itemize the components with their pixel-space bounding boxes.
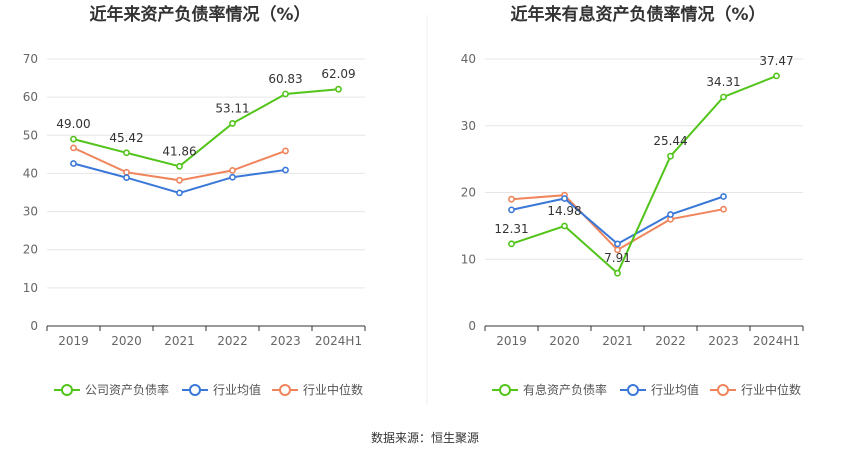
data-label: 45.42 <box>109 131 143 145</box>
chart-debt-ratio: 近年来资产负债率情况（%） 0 10 20 30 40 50 60 70 2019 2020 2021… <box>23 4 366 397</box>
data-point <box>229 166 236 174</box>
x-tick-label: 2020 <box>549 334 580 348</box>
legend-marker <box>717 384 729 396</box>
data-point <box>176 162 183 170</box>
data-label: 25.44 <box>653 134 687 148</box>
data-point <box>614 240 621 248</box>
data-point <box>720 193 727 200</box>
y-tick-label: 40 <box>461 52 476 66</box>
data-point <box>123 168 130 176</box>
data-point <box>70 135 77 143</box>
legend-label: 有息资产负债率 <box>523 382 607 397</box>
data-point <box>229 120 236 127</box>
data-point <box>508 195 515 203</box>
y-tick-label: 10 <box>23 281 38 295</box>
data-point <box>508 240 515 248</box>
y-tick-label: 10 <box>461 252 476 266</box>
data-label: 14.98 <box>547 204 581 218</box>
x-tick-label: 2019 <box>58 334 89 348</box>
x-tick-label: 2019 <box>496 334 527 348</box>
y-tick-label: 50 <box>23 128 38 142</box>
chart-title: 近年来资产负债率情况（%） <box>89 4 310 25</box>
legend-marker <box>279 384 291 396</box>
data-label: 34.31 <box>706 75 740 89</box>
y-tick-label: 60 <box>23 90 38 104</box>
data-point <box>282 147 289 155</box>
data-point <box>561 195 568 202</box>
data-point <box>773 72 780 80</box>
legend-marker <box>61 384 73 396</box>
legend-label: 行业中位数 <box>741 382 801 397</box>
x-tick-label: 2020 <box>111 334 142 348</box>
data-point <box>508 206 515 214</box>
data-point <box>70 144 77 152</box>
data-point <box>720 205 727 213</box>
x-tick-label: 2022 <box>655 334 686 348</box>
legend-label: 行业均值 <box>213 382 261 397</box>
legend-marker <box>499 384 511 396</box>
data-point <box>229 173 236 181</box>
data-label: 53.11 <box>215 101 249 115</box>
x-tick-label: 2024H1 <box>753 334 800 348</box>
legend-marker <box>627 384 639 396</box>
data-source: 数据来源：恒生聚源 <box>371 430 479 445</box>
data-point <box>123 174 130 182</box>
y-tick-label: 70 <box>23 52 38 66</box>
data-label: 49.00 <box>56 117 90 131</box>
x-tick-label: 2023 <box>270 334 301 348</box>
legend-label: 行业均值 <box>651 382 699 397</box>
chart-title: 近年来有息资产负债率情况（%） <box>510 4 765 25</box>
data-point <box>335 85 342 93</box>
data-label: 62.09 <box>321 67 355 81</box>
y-tick-label: 0 <box>468 319 476 333</box>
x-tick-label: 2023 <box>708 334 739 348</box>
data-point <box>667 211 674 218</box>
data-label: 37.47 <box>759 54 793 68</box>
data-point <box>614 246 621 254</box>
data-label: 60.83 <box>268 72 302 86</box>
legend-label: 公司资产负债率 <box>85 382 169 397</box>
series-line <box>73 88 339 168</box>
data-point <box>282 90 289 98</box>
series-line <box>511 74 777 275</box>
y-tick-label: 20 <box>23 243 38 257</box>
data-label: 7.91 <box>604 251 631 265</box>
x-tick-label: 2024H1 <box>315 334 362 348</box>
y-tick-label: 20 <box>461 186 476 200</box>
data-point <box>282 166 289 174</box>
y-tick-label: 30 <box>23 205 38 219</box>
legend-label: 行业中位数 <box>303 382 363 397</box>
x-tick-label: 2021 <box>164 334 195 348</box>
chart-interest-debt-ratio: 近年来有息资产负债率情况（%） 0 10 20 30 40 2019 2020 2021 2022… <box>461 4 804 397</box>
data-point <box>123 149 130 157</box>
data-label: 41.86 <box>162 144 196 158</box>
y-tick-label: 40 <box>23 166 38 180</box>
data-point <box>176 189 183 197</box>
data-point <box>720 93 727 101</box>
series-line <box>511 195 724 246</box>
data-point <box>561 222 568 230</box>
data-point <box>70 160 77 167</box>
data-label: 12.31 <box>494 222 528 236</box>
x-tick-label: 2022 <box>217 334 248 348</box>
y-tick-label: 30 <box>461 119 476 133</box>
y-tick-label: 0 <box>30 319 38 333</box>
legend-marker <box>189 384 201 396</box>
data-point <box>176 176 183 184</box>
x-tick-label: 2021 <box>602 334 633 348</box>
data-point <box>667 152 674 160</box>
data-point <box>614 269 621 277</box>
